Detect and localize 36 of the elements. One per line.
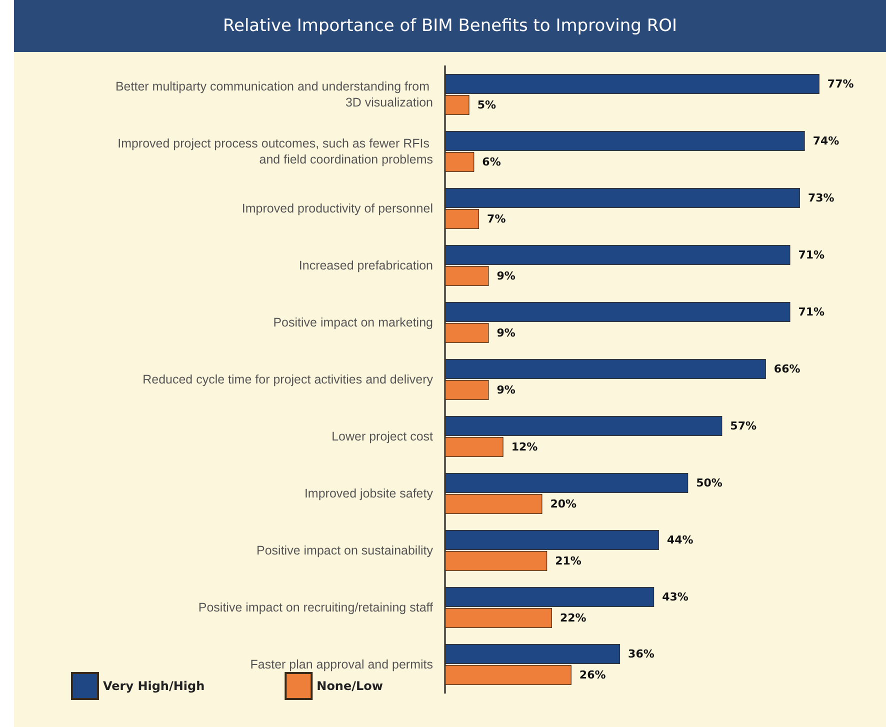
data-label: 26% <box>579 668 606 682</box>
data-label: 20% <box>550 498 577 510</box>
data-label: 71% <box>798 248 825 262</box>
data-label: 73% <box>808 192 834 204</box>
data-label: 21% <box>555 554 582 568</box>
data-label: 57% <box>730 420 757 432</box>
y-tick-label: Increased prefabrication <box>298 258 434 272</box>
data-label: 6% <box>482 156 501 168</box>
chart-title: Relative Importance of BIM Benefits to Improving ROI <box>14 0 886 52</box>
y-tick-label: Reduced cycle time for project activities and delivery <box>142 372 434 386</box>
data-label: 9% <box>496 270 516 282</box>
data-label: 74% <box>812 134 840 148</box>
y-tick-label: Faster plan approval and permits <box>250 658 433 672</box>
y-tick-label: Positive impact on marketing <box>273 316 434 330</box>
data-label: 50% <box>696 476 722 490</box>
data-label: 12% <box>511 440 538 454</box>
data-label: 36% <box>628 648 654 660</box>
data-label: 9% <box>496 384 516 396</box>
y-tick-label: Improved project process outcomes, such as fewer RFIs and field coordination problems <box>118 136 433 166</box>
data-label: 44% <box>666 534 694 546</box>
data-label: 71% <box>798 306 825 318</box>
y-tick-label: Positive impact on sustainability <box>256 544 434 558</box>
data-label: 66% <box>774 362 800 376</box>
y-tick-label: Better multiparty communication and understanding from 3D visualization <box>115 80 434 110</box>
data-label: 7% <box>487 212 506 226</box>
legend-label: None/Low <box>316 679 383 693</box>
data-label: 9% <box>496 326 516 340</box>
data-label: 22% <box>560 612 586 624</box>
y-tick-label: Lower project cost <box>332 430 434 444</box>
data-label: 43% <box>662 590 688 604</box>
legend-label: Very High/High <box>103 679 205 693</box>
y-tick-label: Positive impact on recruiting/retaining staff <box>198 600 434 614</box>
data-label: 77% <box>827 78 854 90</box>
y-tick-label: Improved productivity of personnel <box>242 202 433 216</box>
data-label: 5% <box>477 98 496 112</box>
y-tick-label: Improved jobsite safety <box>304 486 434 500</box>
